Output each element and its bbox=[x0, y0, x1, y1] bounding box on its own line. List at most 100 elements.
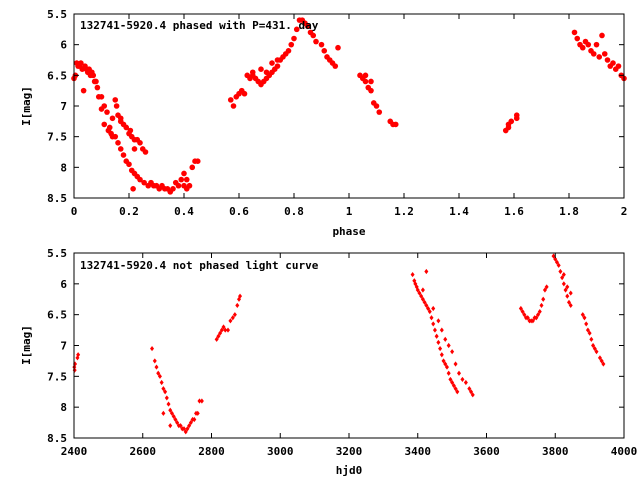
data-point bbox=[427, 308, 432, 315]
data-point bbox=[530, 318, 535, 324]
x-tick-label: 3600 bbox=[473, 445, 500, 458]
data-point bbox=[432, 327, 437, 333]
data-point bbox=[310, 32, 317, 39]
data-point bbox=[392, 121, 399, 128]
data-point bbox=[568, 302, 573, 309]
data-point bbox=[446, 370, 451, 376]
data-point bbox=[429, 315, 434, 321]
x-tick-label: 1.2 bbox=[394, 205, 414, 218]
data-point bbox=[541, 296, 546, 302]
x-tick-label: 3000 bbox=[267, 445, 294, 458]
data-point bbox=[420, 287, 425, 293]
data-point bbox=[571, 29, 578, 36]
data-point bbox=[166, 401, 171, 407]
data-point bbox=[230, 103, 237, 109]
data-point bbox=[431, 321, 436, 327]
data-point bbox=[78, 60, 84, 66]
data-point bbox=[115, 140, 121, 146]
y-tick-label: 7.5 bbox=[47, 131, 67, 144]
data-point bbox=[154, 364, 159, 370]
data-point bbox=[469, 389, 474, 395]
data-point bbox=[163, 389, 168, 395]
data-point bbox=[164, 395, 169, 401]
data-point bbox=[601, 361, 606, 367]
data-point bbox=[181, 170, 187, 177]
data-point bbox=[183, 176, 190, 183]
y-tick-label: 7 bbox=[60, 100, 67, 113]
data-point bbox=[505, 121, 512, 128]
data-point bbox=[426, 305, 431, 312]
data-point bbox=[563, 287, 568, 293]
data-point bbox=[431, 305, 436, 312]
data-point bbox=[592, 345, 597, 352]
data-point bbox=[544, 284, 549, 290]
data-point bbox=[108, 130, 114, 137]
data-point bbox=[567, 299, 571, 305]
data-point bbox=[587, 330, 592, 336]
data-point bbox=[439, 352, 444, 358]
phased-y-axis-label: I[mag] bbox=[20, 86, 33, 126]
y-tick-label: 5.5 bbox=[47, 8, 67, 21]
data-point bbox=[101, 121, 108, 128]
data-point bbox=[604, 57, 611, 63]
x-tick-label: 1.8 bbox=[559, 205, 579, 218]
data-point bbox=[130, 186, 136, 192]
data-point bbox=[558, 268, 563, 275]
data-point bbox=[422, 299, 427, 305]
data-point bbox=[414, 284, 419, 290]
data-point bbox=[192, 416, 197, 423]
unphased-data-points bbox=[72, 253, 606, 435]
data-point bbox=[274, 63, 281, 69]
data-point bbox=[98, 94, 105, 100]
data-point bbox=[536, 312, 541, 318]
data-point bbox=[263, 69, 270, 76]
phased-plot-frame bbox=[73, 13, 625, 199]
data-point bbox=[175, 419, 180, 426]
data-point bbox=[161, 386, 166, 392]
data-point bbox=[141, 179, 147, 186]
x-tick-label: 2 bbox=[621, 205, 628, 218]
phased-data-points bbox=[71, 17, 627, 195]
data-point bbox=[182, 426, 186, 432]
data-point bbox=[127, 127, 134, 134]
data-point bbox=[513, 115, 520, 122]
data-point bbox=[223, 327, 228, 333]
data-point bbox=[368, 87, 374, 94]
data-point bbox=[590, 51, 597, 57]
x-tick-label: 0.6 bbox=[229, 205, 249, 218]
data-point bbox=[186, 182, 193, 189]
data-point bbox=[288, 41, 295, 48]
data-point bbox=[216, 333, 221, 339]
y-tick-label: 8 bbox=[60, 401, 67, 414]
data-point bbox=[274, 57, 281, 63]
x-tick-label: 1.4 bbox=[449, 205, 469, 218]
data-point bbox=[188, 419, 193, 426]
y-tick-label: 8.5 bbox=[47, 192, 67, 205]
data-point bbox=[534, 315, 539, 321]
x-tick-label: 3800 bbox=[542, 445, 569, 458]
x-tick-label: 2800 bbox=[198, 445, 225, 458]
data-point bbox=[304, 23, 311, 30]
data-point bbox=[335, 44, 341, 51]
phased-x-axis: 0 0.2 0.4 0.6 0.8 1 1.2 1.4 1.6 1.8 2 bbox=[71, 14, 628, 218]
data-point bbox=[187, 423, 192, 429]
data-point bbox=[219, 327, 224, 333]
data-point bbox=[438, 345, 443, 352]
data-point bbox=[80, 87, 87, 94]
data-point bbox=[293, 26, 300, 33]
data-point bbox=[72, 367, 77, 373]
data-point bbox=[610, 60, 616, 66]
data-point bbox=[318, 41, 325, 48]
data-point bbox=[463, 379, 468, 386]
data-point bbox=[249, 69, 256, 76]
data-point bbox=[554, 259, 559, 265]
data-point bbox=[582, 315, 587, 321]
data-point bbox=[525, 315, 530, 321]
phased-chart-title: 132741-5920.4 phased with P=431. day bbox=[80, 19, 319, 32]
data-point bbox=[104, 109, 110, 115]
data-point bbox=[171, 413, 176, 420]
unphased-y-axis-label: I[mag] bbox=[20, 325, 33, 365]
y-tick-label: 8 bbox=[60, 161, 67, 174]
data-point bbox=[117, 115, 124, 122]
data-point bbox=[424, 268, 429, 275]
